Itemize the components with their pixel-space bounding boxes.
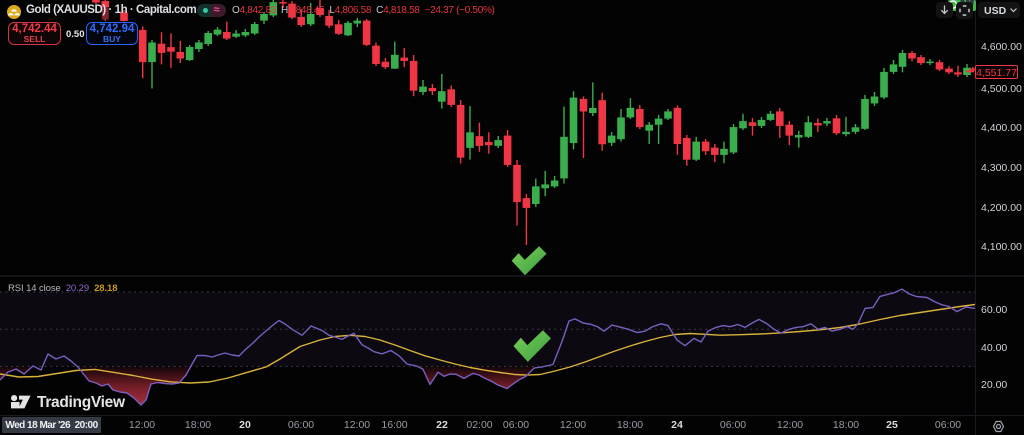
svg-text:TradingView: TradingView <box>37 394 126 411</box>
